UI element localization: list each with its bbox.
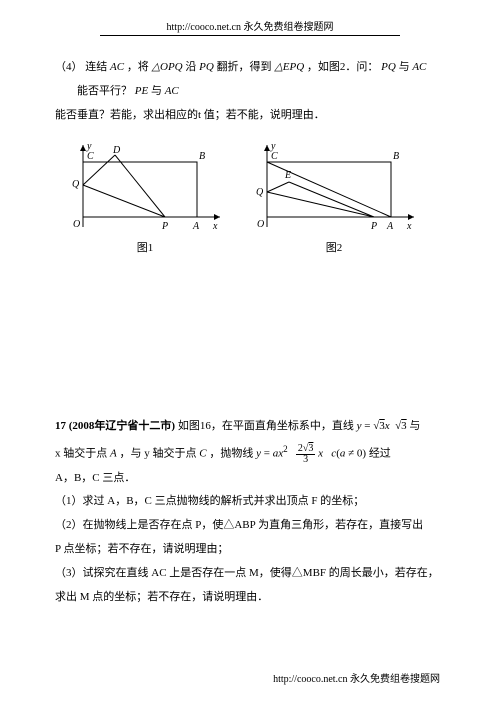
- t: 如图16，在平面直角坐标系中，直线: [178, 420, 354, 432]
- svg-text:x: x: [212, 221, 218, 232]
- svg-text:B: B: [393, 151, 399, 162]
- svg-text:P: P: [161, 221, 168, 232]
- svg-text:D: D: [112, 145, 121, 156]
- t: ，如图2．问：: [307, 61, 379, 73]
- t: 翻折，得到: [217, 61, 272, 73]
- var-ac2: AC: [412, 61, 426, 73]
- svg-text:B: B: [199, 151, 205, 162]
- page-footer: http://cooco.net.cn 永久免费组卷搜题网: [273, 670, 440, 685]
- t: ，抛物线: [209, 448, 253, 460]
- problem4-line1: （4） 连结 AC ，将 △OPQ 沿 PQ 翻折，得到 △EPQ ，如图2．问…: [55, 58, 445, 78]
- problem17-q3a: （3）试探究在直线 AC 上是否存在一点 M，使得△MBF 的周长最小，若存在，: [55, 564, 445, 584]
- var-pe: PE: [135, 85, 148, 97]
- t: 与: [399, 61, 410, 73]
- problem17-line2: x 轴交于点 A ，与 y 轴交于点 C ，抛物线 y = ax2 2√33 x…: [55, 441, 445, 465]
- spacer: [55, 267, 445, 417]
- svg-text:C: C: [271, 151, 278, 162]
- problem4-line3: 能否垂直？若能，求出相应的t 值；若不能，说明理由．: [55, 106, 445, 126]
- C: C: [199, 448, 206, 460]
- page-content: （4） 连结 AC ，将 △OPQ 沿 PQ 翻折，得到 △EPQ ，如图2．问…: [0, 40, 500, 607]
- figure-1-svg: O A x y B C D P Q: [65, 137, 225, 237]
- svg-text:Q: Q: [72, 179, 80, 190]
- svg-text:O: O: [73, 219, 80, 230]
- problem17-q3b: 求出 M 点的坐标；若不存在，请说明理由．: [55, 588, 445, 608]
- figure-1-caption: 图1: [65, 239, 225, 259]
- svg-text:x: x: [406, 221, 412, 232]
- figure-1: O A x y B C D P Q 图1: [65, 137, 225, 259]
- svg-text:P: P: [370, 221, 377, 232]
- problem17-line3: A，B，C 三点．: [55, 469, 445, 489]
- x: x: [318, 448, 323, 460]
- var-pq: PQ: [199, 61, 214, 73]
- figure-2-svg: O A x y B C E P Q: [249, 137, 419, 237]
- svg-text:Q: Q: [256, 187, 264, 198]
- problem17-title: 17 (2008年辽宁省十二市): [55, 420, 175, 432]
- t: ，将: [127, 61, 149, 73]
- t: 与: [151, 85, 162, 97]
- var-ac3: AC: [165, 85, 179, 97]
- svg-text:O: O: [257, 219, 264, 230]
- problem17-q1: （1）求过 A，B，C 三点抛物线的解析式并求出顶点 F 的坐标；: [55, 492, 445, 512]
- page-header: http://cooco.net.cn 永久免费组卷搜题网: [100, 0, 400, 36]
- figure-2: O A x y B C E P Q 图2: [249, 137, 419, 259]
- svg-text:C: C: [87, 151, 94, 162]
- var-ac: AC: [110, 61, 124, 73]
- problem17-line1: 17 (2008年辽宁省十二市) 如图16，在平面直角坐标系中，直线 y = √…: [55, 417, 445, 437]
- A: A: [110, 448, 117, 460]
- figure-2-caption: 图2: [249, 239, 419, 259]
- triangle-epq: △EPQ: [274, 61, 304, 73]
- t: x 轴交于点: [55, 448, 107, 460]
- svg-text:A: A: [192, 221, 200, 232]
- svg-text:E: E: [284, 170, 291, 181]
- fraction: 2√33: [296, 444, 316, 465]
- triangle-opq: △OPQ: [152, 61, 183, 73]
- t: 经过: [369, 448, 391, 460]
- figures-row: O A x y B C D P Q 图1: [65, 137, 445, 259]
- sqrt-3x: √3x: [373, 420, 389, 432]
- t: 沿: [185, 61, 196, 73]
- svg-text:A: A: [386, 221, 394, 232]
- y: y: [357, 420, 365, 432]
- t: y 轴交于点: [144, 448, 196, 460]
- t: ，与: [119, 448, 141, 460]
- t: （4） 连结: [55, 61, 107, 73]
- problem4-line2: 能否平行？ PE 与 AC: [55, 82, 445, 102]
- y2: y: [256, 448, 264, 460]
- problem17-q2b: P 点坐标；若不存在，请说明理由；: [55, 540, 445, 560]
- t: 能否平行？: [77, 85, 132, 97]
- problem17-q2a: （2）在抛物线上是否存在点 P，使△ABP 为直角三角形，若存在，直接写出: [55, 516, 445, 536]
- t: 与: [409, 420, 420, 432]
- var-pq2: PQ: [381, 61, 396, 73]
- ax2: ax: [273, 448, 283, 460]
